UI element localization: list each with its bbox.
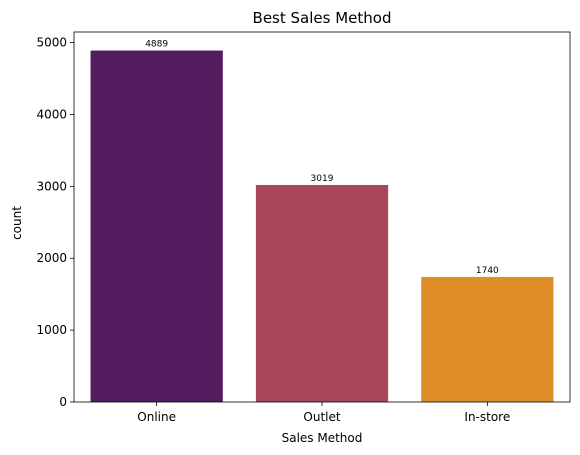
x-axis-label: Sales Method xyxy=(282,431,363,445)
bar-value-label: 3019 xyxy=(311,174,334,184)
y-tick-label: 2000 xyxy=(36,251,67,265)
bar-online xyxy=(90,50,223,403)
bar-value-label: 1740 xyxy=(476,266,499,276)
x-tick-label: Online xyxy=(137,410,176,424)
chart-title: Best Sales Method xyxy=(253,9,392,27)
x-tick-label: In-store xyxy=(464,410,510,424)
bar-outlet xyxy=(255,184,389,402)
y-tick-label: 0 xyxy=(59,395,67,409)
y-axis: 0 1000 2000 3000 4000 5000 xyxy=(36,36,74,409)
y-tick-label: 4000 xyxy=(36,107,67,121)
bar-value-label: 4889 xyxy=(145,40,168,50)
bar-in-store xyxy=(421,276,554,402)
y-tick-label: 1000 xyxy=(36,323,67,337)
plot-area: 4889 3019 1740 xyxy=(73,31,571,403)
x-axis: Online Outlet In-store xyxy=(137,402,510,424)
y-tick-label: 3000 xyxy=(36,179,67,193)
y-axis-label: count xyxy=(10,206,24,240)
y-tick-label: 5000 xyxy=(36,36,67,50)
x-tick-label: Outlet xyxy=(303,410,340,424)
